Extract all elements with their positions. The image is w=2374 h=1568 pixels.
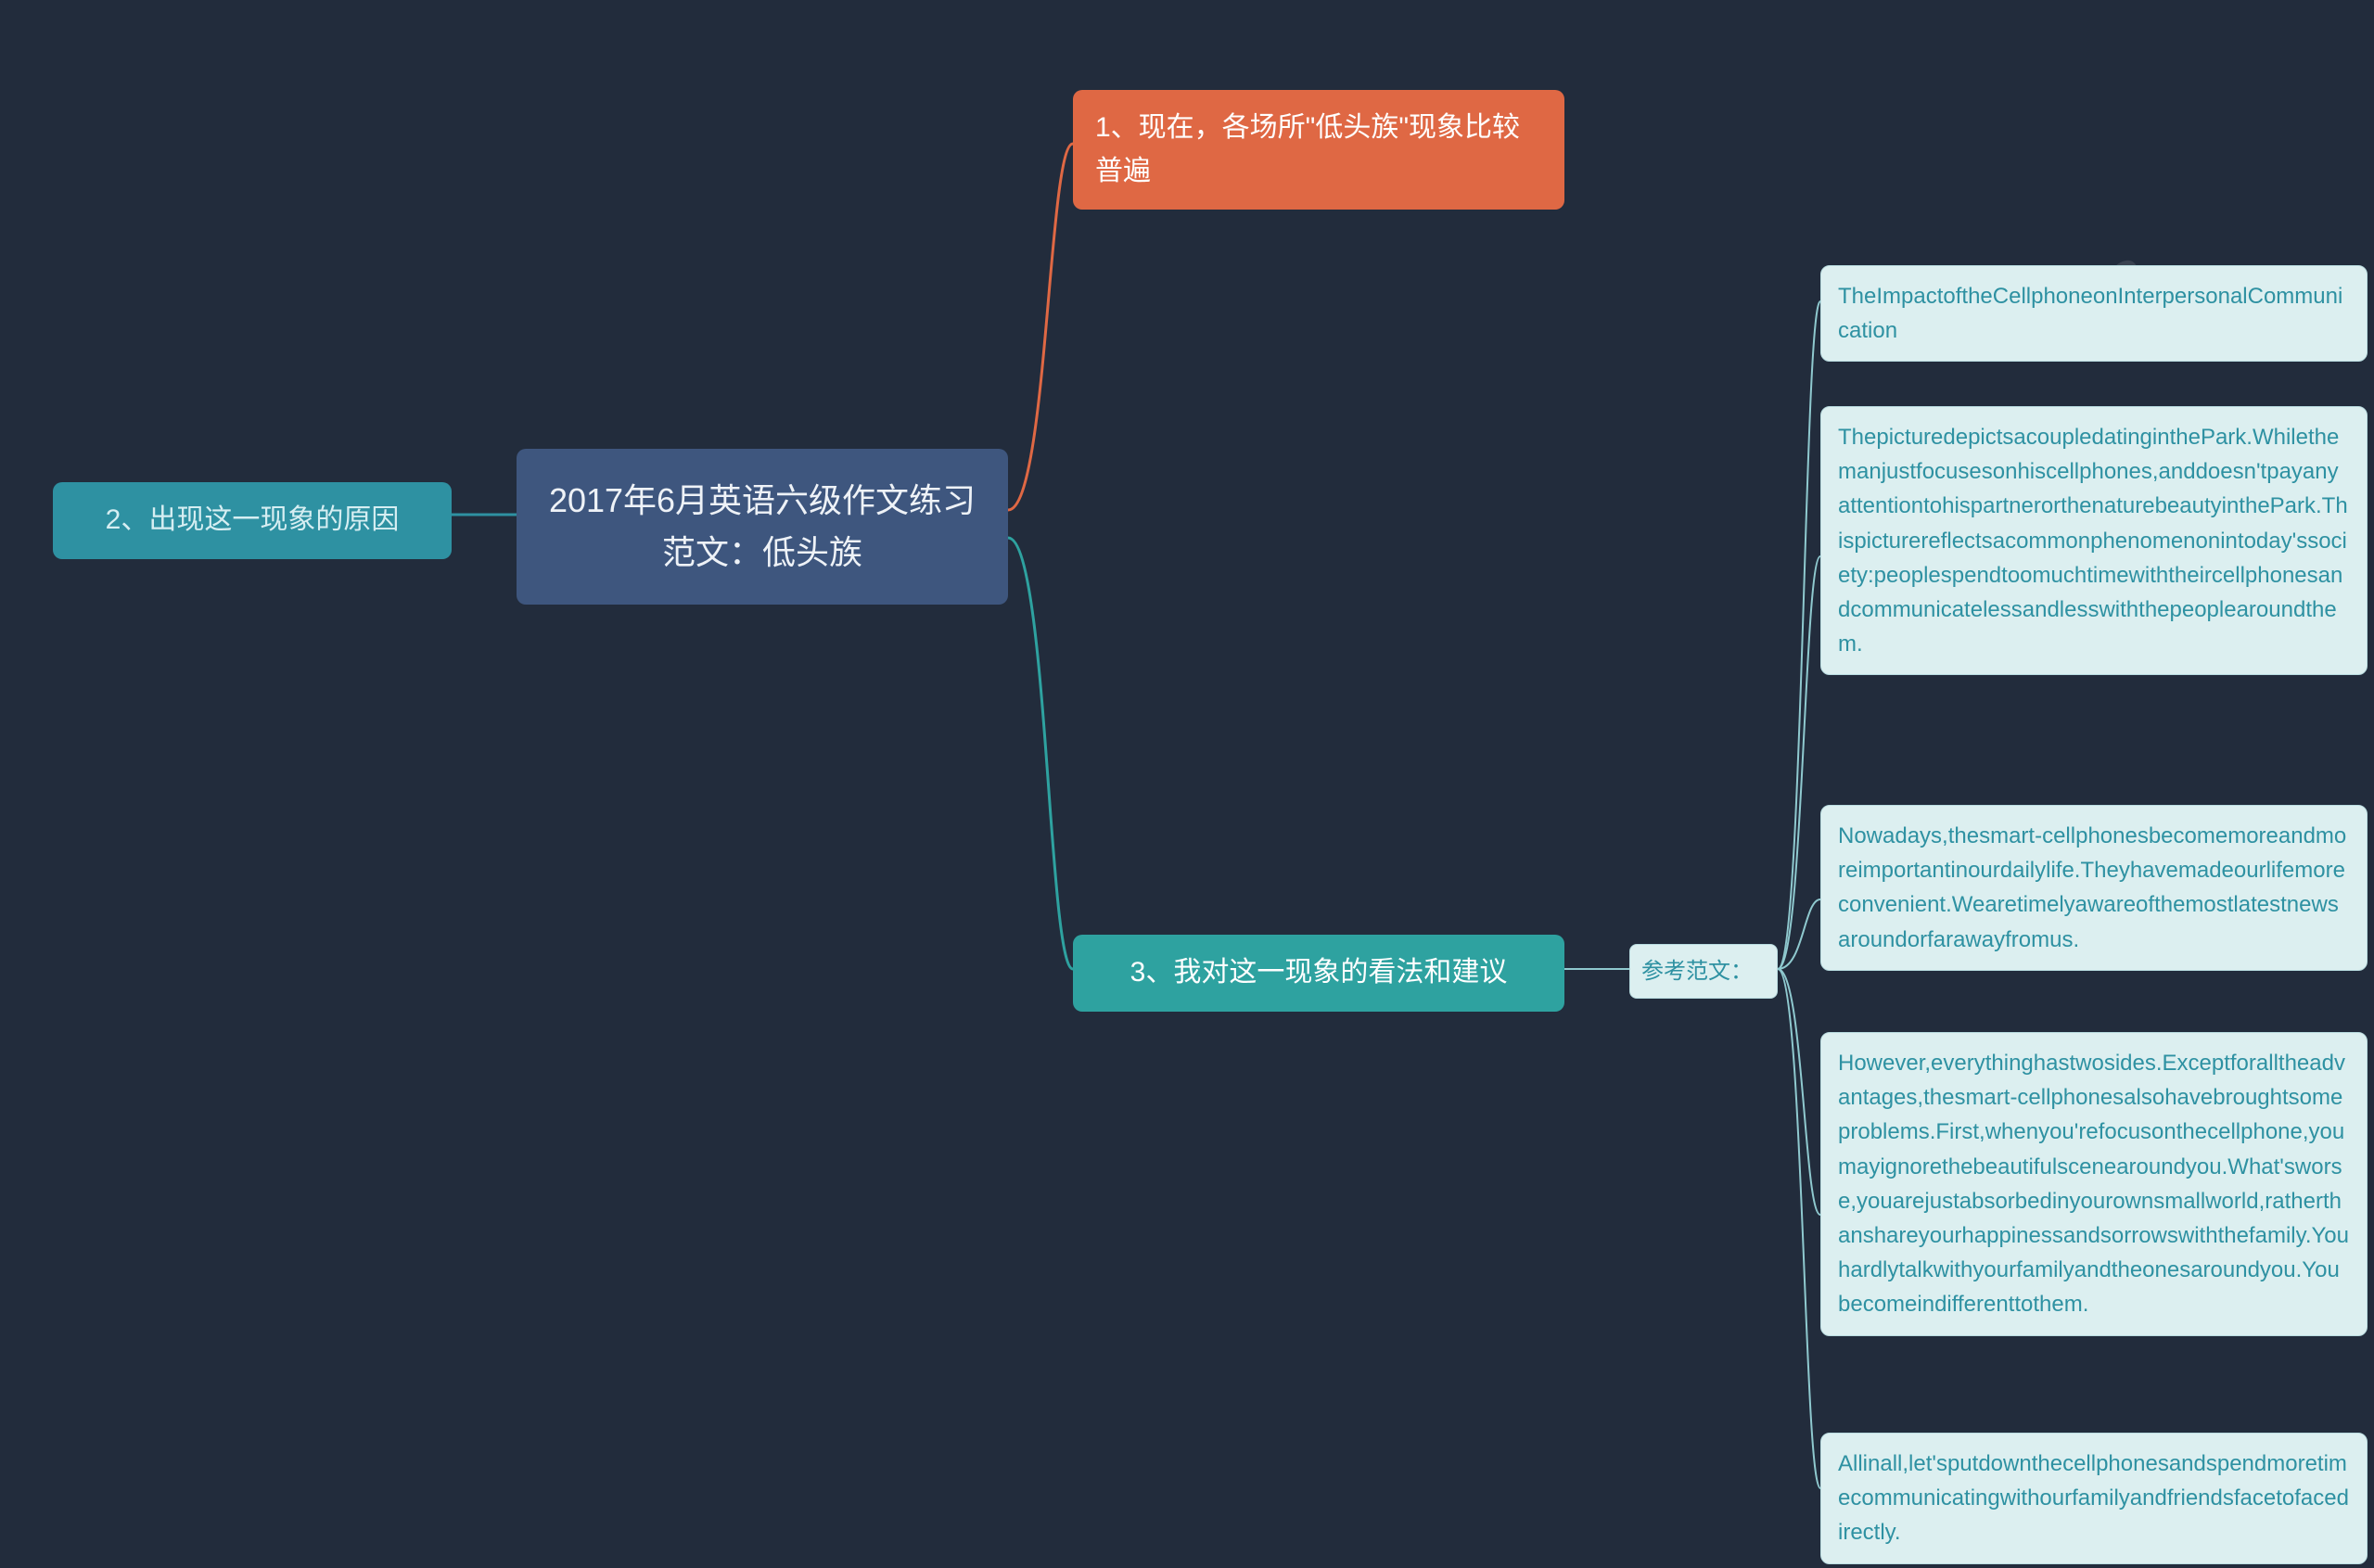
- paragraph-node[interactable]: However,everythinghastwosides.Exceptfora…: [1820, 1032, 2368, 1336]
- reference-label[interactable]: 参考范文：: [1629, 944, 1778, 999]
- branch-node-1[interactable]: 1、现在，各场所"低头族"现象比较普遍: [1073, 90, 1564, 210]
- paragraph-node[interactable]: TheImpactoftheCellphoneonInterpersonalCo…: [1820, 265, 2368, 362]
- mindmap-canvas: tu tu.cn tu.cn 2017年6月英语六级作文练习范文：低头族 1、现…: [0, 0, 2374, 1568]
- paragraph-node[interactable]: Allinall,let'sputdownthecellphonesandspe…: [1820, 1433, 2368, 1564]
- paragraph-node[interactable]: Nowadays,thesmart-cellphonesbecomemorean…: [1820, 805, 2368, 971]
- root-node[interactable]: 2017年6月英语六级作文练习范文：低头族: [517, 449, 1008, 605]
- branch-node-3[interactable]: 3、我对这一现象的看法和建议: [1073, 935, 1564, 1012]
- branch-node-2[interactable]: 2、出现这一现象的原因: [53, 482, 452, 559]
- paragraph-node[interactable]: ThepicturedepictsacoupledatinginthePark.…: [1820, 406, 2368, 675]
